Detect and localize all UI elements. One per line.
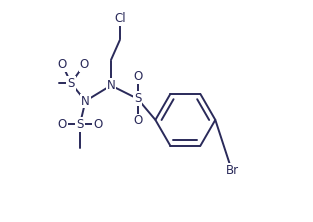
Text: O: O (58, 118, 67, 131)
Text: O: O (133, 115, 142, 127)
Text: S: S (76, 118, 84, 131)
Text: O: O (58, 58, 67, 71)
Text: S: S (67, 77, 75, 90)
Text: Cl: Cl (114, 12, 126, 25)
Text: O: O (80, 58, 89, 71)
Text: S: S (134, 92, 141, 105)
Text: N: N (81, 95, 90, 107)
Text: N: N (107, 79, 115, 92)
Text: O: O (133, 70, 142, 83)
Text: O: O (93, 118, 102, 131)
Text: Br: Br (225, 165, 239, 177)
